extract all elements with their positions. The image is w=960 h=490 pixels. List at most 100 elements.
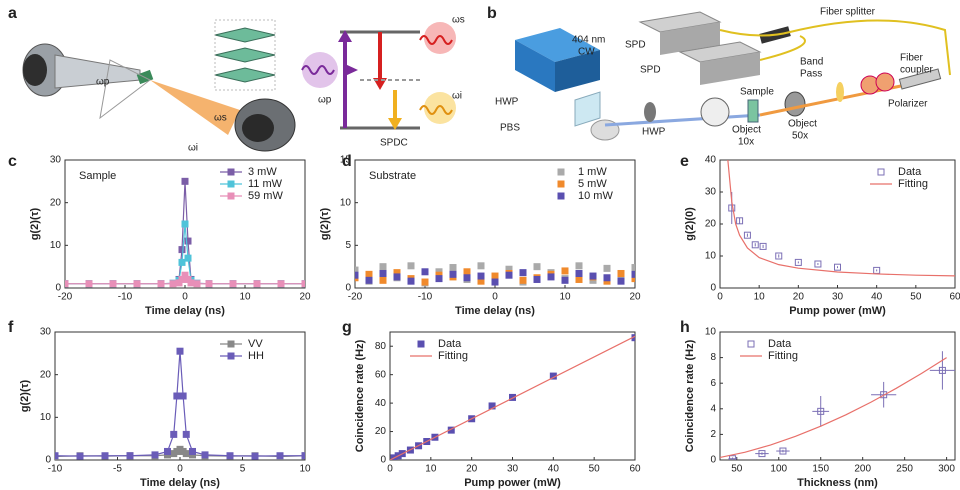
plot-content	[390, 335, 638, 461]
data-point	[86, 281, 92, 287]
panel-label: a	[8, 5, 17, 22]
data-point	[190, 448, 196, 454]
data-point	[548, 274, 554, 280]
y-tick-label: 0	[55, 283, 61, 294]
x-tick-label: 60	[629, 464, 641, 475]
data-point	[202, 452, 208, 458]
y-axis-label: g(2)(τ)	[19, 379, 31, 412]
y-axis-label: g(2)(0)	[684, 207, 696, 241]
data-point	[179, 247, 185, 253]
y-tick-label: 6	[710, 378, 716, 389]
data-point	[534, 264, 540, 270]
data-point	[77, 453, 83, 459]
x-tick-label: 50	[910, 292, 922, 303]
legend-label: Data	[768, 338, 792, 350]
data-point	[576, 276, 582, 282]
diagram-label: ωp	[318, 95, 332, 106]
y-tick-label: 20	[50, 197, 62, 208]
data-point	[576, 270, 582, 276]
data-point	[302, 281, 308, 287]
data-point	[188, 280, 194, 286]
data-point	[380, 270, 386, 276]
diagram-label: Pass	[800, 69, 822, 80]
data-point	[464, 269, 470, 275]
y-tick-label: 10	[705, 327, 717, 338]
data-point	[534, 276, 540, 282]
x-tick-label: 0	[492, 292, 498, 303]
legend-label: 5 mW	[578, 178, 607, 190]
plot-content	[352, 263, 638, 286]
panel-label: e	[680, 153, 689, 170]
x-tick-label: 0	[717, 292, 723, 303]
y-tick-label: 8	[710, 352, 716, 363]
diagram-label: ωi	[188, 143, 198, 154]
x-tick-label: 40	[548, 464, 560, 475]
chart-panel: h501001502002503000246810Thickness (nm)C…	[680, 319, 955, 489]
diagram-label: Object	[732, 125, 761, 136]
data-point	[182, 178, 188, 184]
x-tick-label: 10	[425, 464, 437, 475]
legend-label: HH	[248, 350, 264, 362]
y-tick-label: 20	[40, 369, 52, 380]
diagram-label: PBS	[500, 123, 520, 134]
data-point	[206, 281, 212, 287]
x-tick-label: 0	[177, 464, 183, 475]
data-point	[492, 273, 498, 279]
data-point	[277, 453, 283, 459]
x-tick-label: 300	[938, 464, 955, 475]
data-point	[185, 255, 191, 261]
diagram-label: SPD	[625, 40, 646, 51]
data-point	[632, 265, 638, 271]
y-tick-label: 40	[375, 398, 387, 409]
chart-panel: d-20-1001020051015Time delay (ns)g(2)(τ)…	[319, 153, 641, 317]
x-tick-label: 50	[731, 464, 743, 475]
chart-panel: f-10-505100102030Time delay (ns)g(2)(τ)V…	[8, 319, 311, 489]
legend-marker	[418, 341, 424, 347]
y-axis-label: Coincidence rate (Hz)	[354, 339, 366, 452]
y-tick-label: 5	[345, 240, 351, 251]
y-tick-label: 80	[375, 341, 387, 352]
diagram-label: Fiber splitter	[820, 7, 876, 18]
data-point	[152, 452, 158, 458]
x-axis-label: Time delay (ns)	[455, 305, 535, 317]
diagram-label: Sample	[740, 87, 774, 98]
x-tick-label: 20	[466, 464, 478, 475]
x-tick-label: -5	[113, 464, 122, 475]
legend-marker	[228, 353, 234, 359]
y-tick-label: 10	[40, 412, 52, 423]
x-tick-label: 250	[896, 464, 913, 475]
legend-label: 59 mW	[248, 190, 283, 202]
x-tick-label: 20	[793, 292, 805, 303]
data-point	[194, 281, 200, 287]
data-point	[179, 259, 185, 265]
x-tick-label: 0	[387, 464, 393, 475]
x-tick-label: 0	[182, 292, 188, 303]
diagram-label: SPDC	[380, 138, 408, 149]
data-point	[450, 271, 456, 277]
y-tick-label: 0	[45, 455, 51, 466]
y-tick-label: 40	[705, 155, 717, 166]
data-point	[604, 275, 610, 281]
x-tick-label: 30	[507, 464, 519, 475]
plot-content	[720, 351, 955, 462]
data-point	[380, 277, 386, 283]
data-point	[158, 281, 164, 287]
data-point	[230, 281, 236, 287]
data-point	[170, 281, 176, 287]
legend-marker	[558, 181, 564, 187]
panel-label: b	[487, 5, 497, 22]
diagram-label: ωs	[214, 113, 227, 124]
diagram-label: coupler	[900, 65, 933, 76]
data-point	[227, 453, 233, 459]
data-point	[632, 271, 638, 277]
diagram-label: 404 nm	[572, 35, 605, 46]
legend-marker	[558, 193, 564, 199]
annotation: Sample	[79, 170, 116, 182]
y-tick-label: 20	[705, 219, 717, 230]
x-axis-label: Pump power (mW)	[464, 477, 561, 489]
legend-label: Data	[898, 166, 922, 178]
data-point	[394, 274, 400, 280]
data-point	[408, 263, 414, 269]
data-point	[110, 281, 116, 287]
y-tick-label: 4	[710, 403, 716, 414]
